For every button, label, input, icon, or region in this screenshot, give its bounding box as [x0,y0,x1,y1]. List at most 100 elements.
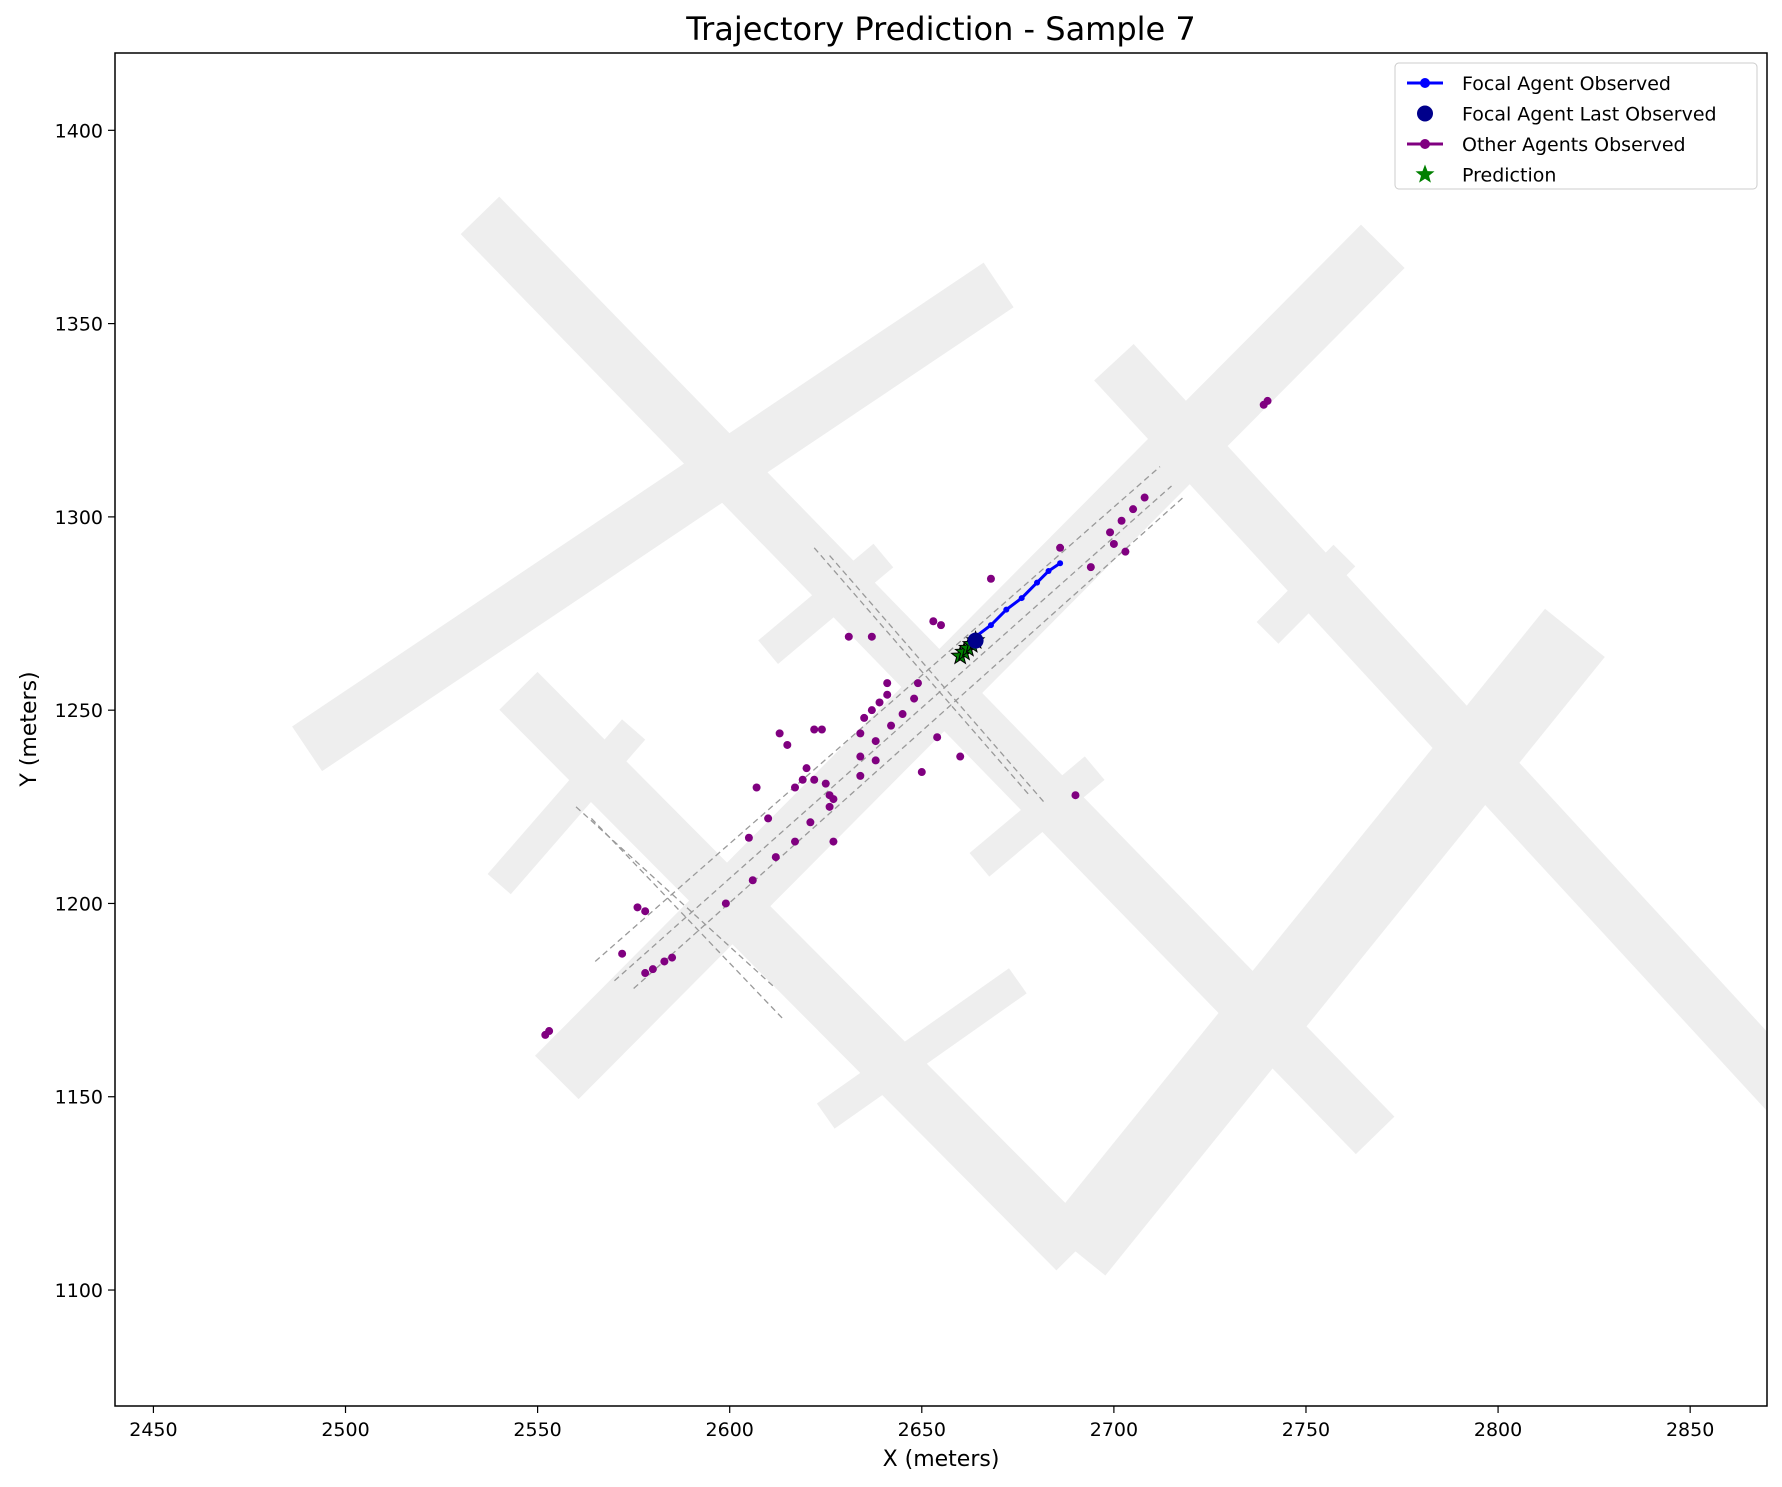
other-agent-point-13 [1140,493,1149,502]
x-tick-label-2450: 2450 [129,1419,177,1441]
axes-frame [114,52,1768,1407]
map-road-upper-diagonal-sw [292,262,1014,772]
other-agent-point-36 [1109,539,1118,548]
y-tick-label-1200: 1200 [55,893,103,915]
map-road-lower-diagonal [1045,608,1605,1276]
other-agent-point-62 [545,1027,554,1036]
other-agent-point-16 [825,802,834,811]
other-agent-point-12 [1129,505,1138,514]
y-tick-label-1250: 1250 [55,700,103,722]
legend: Focal Agent Observed Focal Agent Last Obs… [1394,62,1758,190]
other-agent-point-42 [810,725,819,734]
other-agent-point-23 [933,733,942,742]
legend-box [1394,62,1758,190]
other-agent-point-3 [898,710,907,719]
legend-marker-focal-agent-last-observed [1417,105,1433,122]
other-agent-point-44 [802,764,811,773]
other-agent-point-28 [856,771,865,780]
other-agent-point-25 [917,768,926,777]
other-agent-point-46 [764,814,773,823]
other-agent-point-1 [871,737,880,746]
focal-last-observed-point-0 [967,632,984,649]
other-agent-point-14 [821,779,830,788]
map-road-stub-3 [816,968,1027,1129]
other-agent-point-43 [817,725,826,734]
focal-observed-point-6 [1057,560,1064,567]
focal-observed-point-3 [1018,595,1025,602]
other-agent-point-51 [744,833,753,842]
other-agent-point-31 [867,632,876,641]
x-tick-label-2700: 2700 [1090,1419,1138,1441]
other-agent-point-37 [1071,791,1080,800]
other-agent-point-53 [721,899,730,908]
other-agent-point-7 [867,706,876,715]
other-agent-point-47 [771,853,780,862]
map-road-stub-2 [758,543,894,664]
focal-observed-point-2 [1003,606,1010,613]
other-agent-point-0 [856,752,865,761]
x-tick-label-2550: 2550 [513,1419,561,1441]
chart-title: Trajectory Prediction - Sample 7 [685,10,1196,48]
other-agent-point-6 [860,713,869,722]
focal-observed-point-5 [1045,568,1052,575]
x-axis-label: X (meters) [883,1447,1000,1472]
other-agent-point-33 [1056,543,1065,552]
other-agent-point-17 [829,795,838,804]
x-tick-label-2750: 2750 [1282,1419,1330,1441]
other-agent-point-4 [910,694,919,703]
other-agent-point-27 [871,756,880,765]
other-agent-point-5 [913,679,922,688]
other-agent-point-11 [1117,516,1126,525]
y-tick-label-1300: 1300 [55,507,103,529]
other-agent-point-48 [791,837,800,846]
map-road-main-diagonal [535,437,1194,1100]
other-agent-point-32 [986,574,995,583]
other-agent-point-60 [668,953,677,962]
other-agent-point-52 [748,876,757,885]
other-agent-point-20 [810,775,819,784]
legend-label-focal-agent-last-observed: Focal Agent Last Observed [1462,104,1717,126]
other-agent-point-30 [844,632,853,641]
other-agent-point-29 [856,729,865,738]
other-agent-point-21 [929,617,938,626]
y-tick-label-1100: 1100 [55,1280,103,1302]
other-agent-point-57 [641,969,650,978]
other-agent-point-19 [798,775,807,784]
map-lane-0 [594,466,1161,962]
focal-observed-point-4 [1034,579,1041,586]
map-road-stub-4 [969,756,1105,877]
other-agent-point-40 [775,729,784,738]
other-agent-point-54 [633,903,642,912]
map-lane-6 [590,817,784,1020]
y-axis-label: Y (meters) [17,671,42,787]
y-tick-label-1350: 1350 [55,314,103,336]
other-agent-point-35 [1121,547,1130,556]
map-road-stub-5 [1256,544,1356,644]
y-tick-label-1400: 1400 [55,120,103,142]
map-lane-4 [829,555,1046,804]
other-agent-point-56 [618,949,627,958]
x-tick-label-2800: 2800 [1474,1419,1522,1441]
other-agent-point-10 [1106,528,1115,537]
other-agent-point-34 [1086,563,1095,572]
other-agent-point-41 [783,740,792,749]
other-agent-point-22 [937,621,945,630]
other-agent-point-45 [752,783,761,792]
other-agent-point-39 [1259,400,1268,409]
legend-label-other-agents-observed: Other Agents Observed [1462,134,1686,156]
legend-marker-other-agents-observed [1420,139,1430,149]
other-agent-point-26 [883,679,892,688]
x-tick-label-2600: 2600 [706,1419,754,1441]
x-tick-label-2500: 2500 [321,1419,369,1441]
other-agent-point-59 [660,957,669,966]
other-agent-point-2 [887,721,896,730]
other-agent-point-18 [791,783,800,792]
map-road-upper-diagonal [1168,224,1405,462]
plot-content [292,196,1767,1276]
other-agent-point-50 [829,837,838,846]
other-agent-point-24 [956,752,965,761]
plot-area [292,196,1767,1276]
map-lane-1 [614,485,1172,982]
x-axis-ticks: 2450 2500 2550 2600 2650 2700 2750 2800 2850 [129,1406,1714,1441]
map-road-cross-road-nw [460,196,1395,1155]
